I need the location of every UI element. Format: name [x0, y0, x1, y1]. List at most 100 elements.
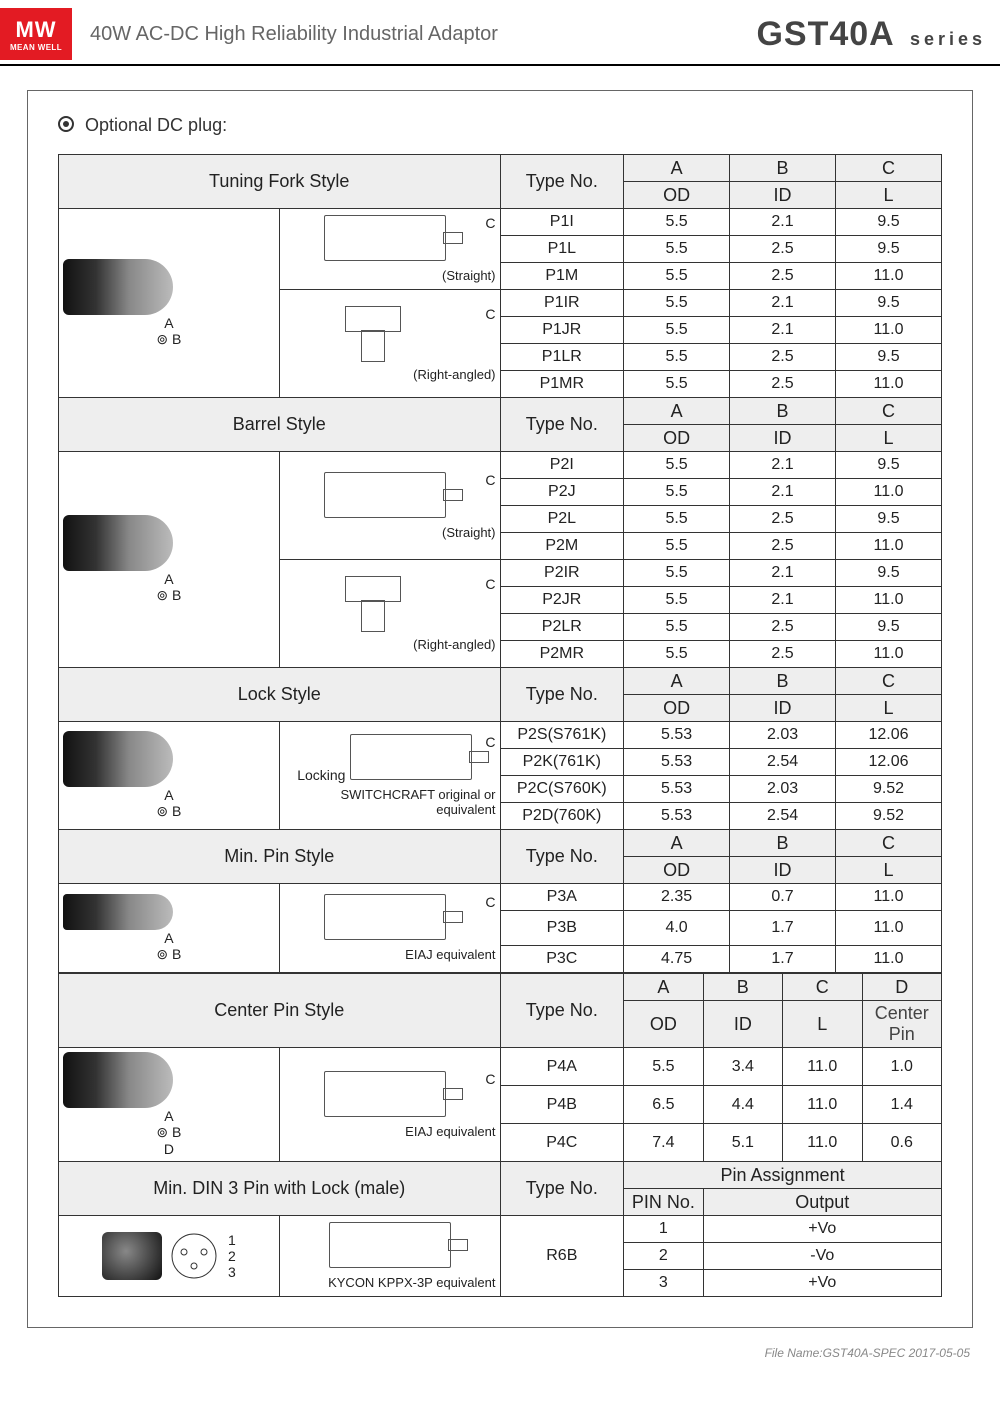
style-header-barrel: Barrel Style	[59, 398, 501, 452]
cell: P2IR	[500, 560, 624, 587]
cell: 2.1	[730, 587, 836, 614]
cell: 5.5	[624, 533, 730, 560]
meanwell-logo: MW MEAN WELL	[0, 8, 72, 60]
cell: 9.5	[836, 344, 942, 371]
lbl-straight: (Straight)	[284, 268, 496, 283]
col-l: L	[836, 695, 942, 722]
cell: P2C(S760K)	[500, 776, 624, 803]
cell: P2L	[500, 506, 624, 533]
page-header: MW MEAN WELL 40W AC-DC High Reliability …	[0, 0, 1000, 66]
cell: 9.52	[836, 776, 942, 803]
cell: 0.7	[730, 884, 836, 911]
col-id: ID	[730, 695, 836, 722]
din-type: R6B	[500, 1216, 624, 1297]
centerpin-drawing: C EIAJ equivalent	[279, 1048, 500, 1162]
cell: 2	[624, 1243, 703, 1270]
style-header-lock: Lock Style	[59, 668, 501, 722]
cell: 2.1	[730, 317, 836, 344]
col-a: A	[624, 668, 730, 695]
series-suffix: series	[910, 29, 986, 49]
cell: 11.0	[836, 479, 942, 506]
cell: 5.5	[624, 290, 730, 317]
tuning-angled-drawing: C (Right-angled)	[279, 290, 500, 398]
barrel-angled-drawing: C (Right-angled)	[279, 560, 500, 668]
cell: 11.0	[836, 263, 942, 290]
plug-spec-table: Tuning Fork Style Type No. A B C OD ID L…	[58, 154, 942, 973]
din-photo	[102, 1232, 162, 1280]
cell: P1M	[500, 263, 624, 290]
cell: 2.5	[730, 344, 836, 371]
cell: 5.53	[624, 803, 730, 830]
cell: 5.5	[624, 344, 730, 371]
cell: 3	[624, 1270, 703, 1297]
pin-numbers: 123	[228, 1232, 236, 1280]
col-a: A	[624, 830, 730, 857]
cell: 7.4	[624, 1124, 703, 1162]
cell: 11.0	[836, 371, 942, 398]
col-b: B	[730, 668, 836, 695]
col-type: Type No.	[500, 830, 624, 884]
col-b: B	[730, 830, 836, 857]
plug-drawing-icon	[324, 215, 446, 261]
cell: 11.0	[783, 1124, 862, 1162]
cell: 9.5	[836, 452, 942, 479]
cell: 2.5	[730, 533, 836, 560]
cell: 5.5	[624, 263, 730, 290]
barrel-photo-cell: A⊚ B	[59, 452, 280, 668]
cell: 1.0	[862, 1048, 941, 1086]
din-drawing: KYCON KPPX-3P equivalent	[279, 1216, 500, 1297]
cell: 9.52	[836, 803, 942, 830]
cell: P4A	[500, 1048, 624, 1086]
col-d: D	[862, 974, 941, 1001]
col-c: C	[836, 398, 942, 425]
style-header-tuning: Tuning Fork Style	[59, 155, 501, 209]
col-id: ID	[730, 182, 836, 209]
col-type: Type No.	[500, 155, 624, 209]
cell: 9.5	[836, 506, 942, 533]
cell: P2K(761K)	[500, 749, 624, 776]
cell: 1	[624, 1216, 703, 1243]
col-c: C	[836, 668, 942, 695]
cell: 4.75	[624, 946, 730, 973]
cell: 5.5	[624, 209, 730, 236]
cell: P2JR	[500, 587, 624, 614]
cell: P2MR	[500, 641, 624, 668]
kycon-note: KYCON KPPX-3P equivalent	[284, 1275, 496, 1290]
eiaj-note: EIAJ equivalent	[284, 947, 496, 962]
cell: 11.0	[783, 1048, 862, 1086]
plug-photo	[63, 894, 173, 930]
cell: P3A	[500, 884, 624, 911]
cell: P2S(S761K)	[500, 722, 624, 749]
content-frame: Optional DC plug: Tuning Fork Style Type…	[27, 90, 973, 1328]
cell: 5.5	[624, 641, 730, 668]
section-title-text: Optional DC plug:	[85, 115, 227, 135]
cell: 2.03	[730, 722, 836, 749]
col-od: OD	[624, 182, 730, 209]
page-footer: File Name:GST40A-SPEC 2017-05-05	[0, 1338, 1000, 1380]
dim-labels: A⊚ BD	[63, 1108, 275, 1157]
style-header-minpin: Min. Pin Style	[59, 830, 501, 884]
pin-assign-header: Pin Assignment	[624, 1162, 942, 1189]
cell: 3.4	[703, 1048, 782, 1086]
dim-labels: A⊚ B	[63, 787, 275, 820]
plug-photo	[63, 1052, 173, 1108]
cell: 2.54	[730, 803, 836, 830]
tuning-straight-drawing: C (Straight)	[279, 209, 500, 290]
plug-drawing-icon	[350, 734, 472, 780]
style-header-din: Min. DIN 3 Pin with Lock (male)	[59, 1162, 501, 1216]
cell: 2.5	[730, 506, 836, 533]
col-b: B	[730, 155, 836, 182]
col-l: L	[836, 857, 942, 884]
plug-photo	[63, 731, 173, 787]
cell: 2.1	[730, 479, 836, 506]
cell: 2.5	[730, 371, 836, 398]
cell: P2LR	[500, 614, 624, 641]
cell: 5.53	[624, 776, 730, 803]
locking-label: Locking	[297, 767, 345, 783]
minpin-photo-cell: A⊚ B	[59, 884, 280, 973]
cell: 2.1	[730, 452, 836, 479]
cell: 9.5	[836, 290, 942, 317]
cell: P4B	[500, 1086, 624, 1124]
cell: 2.5	[730, 614, 836, 641]
series-name: GST40A	[756, 15, 893, 53]
